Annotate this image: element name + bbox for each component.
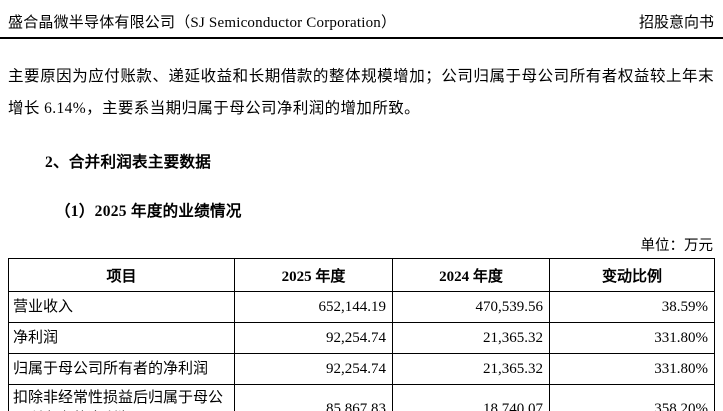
item-cell: 归属于母公司所有者的净利润 [8, 353, 235, 385]
page-header: 盛合晶微半导体有限公司（SJ Semiconductor Corporation… [0, 0, 723, 39]
change-cell: 331.80% [549, 322, 715, 354]
financial-table: 项目 2025 年度 2024 年度 变动比例 营业收入 652,144.19 … [8, 258, 715, 411]
column-header-item: 项目 [8, 258, 235, 292]
change-cell: 38.59% [549, 291, 715, 323]
body-paragraph: 主要原因为应付账款、递延收益和长期借款的整体规模增加；公司归属于母公司所有者权益… [8, 68, 714, 117]
table-row: 营业收入 652,144.19 470,539.56 38.59% [8, 291, 715, 323]
item-cell: 净利润 [8, 322, 235, 354]
value-2025-cell: 652,144.19 [234, 291, 393, 323]
value-2025-cell: 92,254.74 [234, 353, 393, 385]
table-row: 归属于母公司所有者的净利润 92,254.74 21,365.32 331.80… [8, 353, 715, 385]
item-cell: 营业收入 [8, 291, 235, 323]
column-header-2024: 2024 年度 [392, 258, 550, 292]
column-header-change: 变动比例 [549, 258, 715, 292]
value-2024-cell: 21,365.32 [392, 353, 550, 385]
company-name: 盛合晶微半导体有限公司（SJ Semiconductor Corporation… [8, 15, 397, 31]
value-2025-cell: 85,867.83 [234, 384, 393, 411]
table-row: 扣除非经常性损益后归属于母公司所有者的净利润 85,867.83 18,740.… [8, 384, 715, 411]
doc-type-label: 招股意向书 [638, 15, 714, 31]
value-2024-cell: 18,740.07 [392, 384, 550, 411]
item-cell: 扣除非经常性损益后归属于母公司所有者的净利润 [8, 384, 235, 411]
value-2024-cell: 21,365.32 [392, 322, 550, 354]
subsection-heading: （1）2025 年度的业绩情况 [55, 203, 242, 220]
table-header-row: 项目 2025 年度 2024 年度 变动比例 [8, 258, 715, 292]
table-row: 净利润 92,254.74 21,365.32 331.80% [8, 322, 715, 354]
value-2025-cell: 92,254.74 [234, 322, 393, 354]
value-2024-cell: 470,539.56 [392, 291, 550, 323]
unit-label: 单位：万元 [640, 238, 714, 254]
change-cell: 331.80% [549, 353, 715, 385]
change-cell: 358.20% [549, 384, 715, 411]
section-heading: 2、合并利润表主要数据 [45, 154, 212, 171]
column-header-2025: 2025 年度 [234, 258, 393, 292]
